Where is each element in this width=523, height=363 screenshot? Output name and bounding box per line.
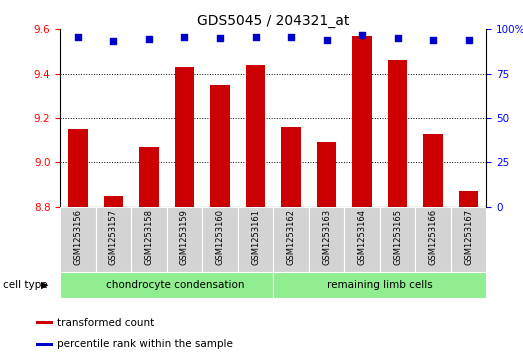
Bar xyxy=(175,67,194,207)
Bar xyxy=(139,147,158,207)
Text: GSM1253158: GSM1253158 xyxy=(144,209,153,265)
Point xyxy=(393,35,402,41)
Text: GSM1253157: GSM1253157 xyxy=(109,209,118,265)
Text: GSM1253159: GSM1253159 xyxy=(180,209,189,265)
Bar xyxy=(388,60,407,207)
Bar xyxy=(273,207,309,272)
Point xyxy=(322,37,331,43)
Bar xyxy=(104,196,123,207)
Text: ▶: ▶ xyxy=(41,280,48,290)
Point xyxy=(252,34,260,40)
Bar xyxy=(202,207,238,272)
Point xyxy=(145,36,153,42)
Text: GSM1253161: GSM1253161 xyxy=(251,209,260,265)
Point xyxy=(287,34,295,40)
Text: GSM1253162: GSM1253162 xyxy=(287,209,295,265)
Point xyxy=(429,37,437,42)
Text: GSM1253167: GSM1253167 xyxy=(464,209,473,265)
Bar xyxy=(68,129,88,207)
Bar xyxy=(451,207,486,272)
Bar xyxy=(317,142,336,207)
Text: remaining limb cells: remaining limb cells xyxy=(327,280,433,290)
Bar xyxy=(459,191,479,207)
Point xyxy=(216,35,224,41)
Point xyxy=(109,38,118,44)
Bar xyxy=(36,343,52,346)
Bar xyxy=(167,207,202,272)
Text: GSM1253165: GSM1253165 xyxy=(393,209,402,265)
Bar xyxy=(415,207,451,272)
Bar xyxy=(309,207,344,272)
Text: GSM1253166: GSM1253166 xyxy=(429,209,438,265)
Point xyxy=(358,32,366,38)
Text: transformed count: transformed count xyxy=(57,318,154,328)
Bar xyxy=(344,207,380,272)
Point xyxy=(180,34,189,40)
Bar xyxy=(246,65,265,207)
Bar xyxy=(273,272,486,298)
Point xyxy=(464,37,473,42)
Title: GDS5045 / 204321_at: GDS5045 / 204321_at xyxy=(197,14,349,28)
Text: percentile rank within the sample: percentile rank within the sample xyxy=(57,339,233,349)
Bar xyxy=(353,36,372,207)
Bar xyxy=(36,321,52,324)
Bar xyxy=(210,85,230,207)
Text: cell type: cell type xyxy=(3,280,47,290)
Text: chondrocyte condensation: chondrocyte condensation xyxy=(106,280,245,290)
Bar xyxy=(60,207,96,272)
Point xyxy=(74,34,82,40)
Text: GSM1253163: GSM1253163 xyxy=(322,209,331,265)
Text: GSM1253164: GSM1253164 xyxy=(358,209,367,265)
Text: GSM1253160: GSM1253160 xyxy=(215,209,224,265)
Text: GSM1253156: GSM1253156 xyxy=(73,209,83,265)
Bar xyxy=(380,207,415,272)
Bar xyxy=(423,134,443,207)
Bar xyxy=(60,272,273,298)
Bar xyxy=(281,127,301,207)
Bar xyxy=(96,207,131,272)
Bar xyxy=(131,207,167,272)
Bar xyxy=(238,207,273,272)
